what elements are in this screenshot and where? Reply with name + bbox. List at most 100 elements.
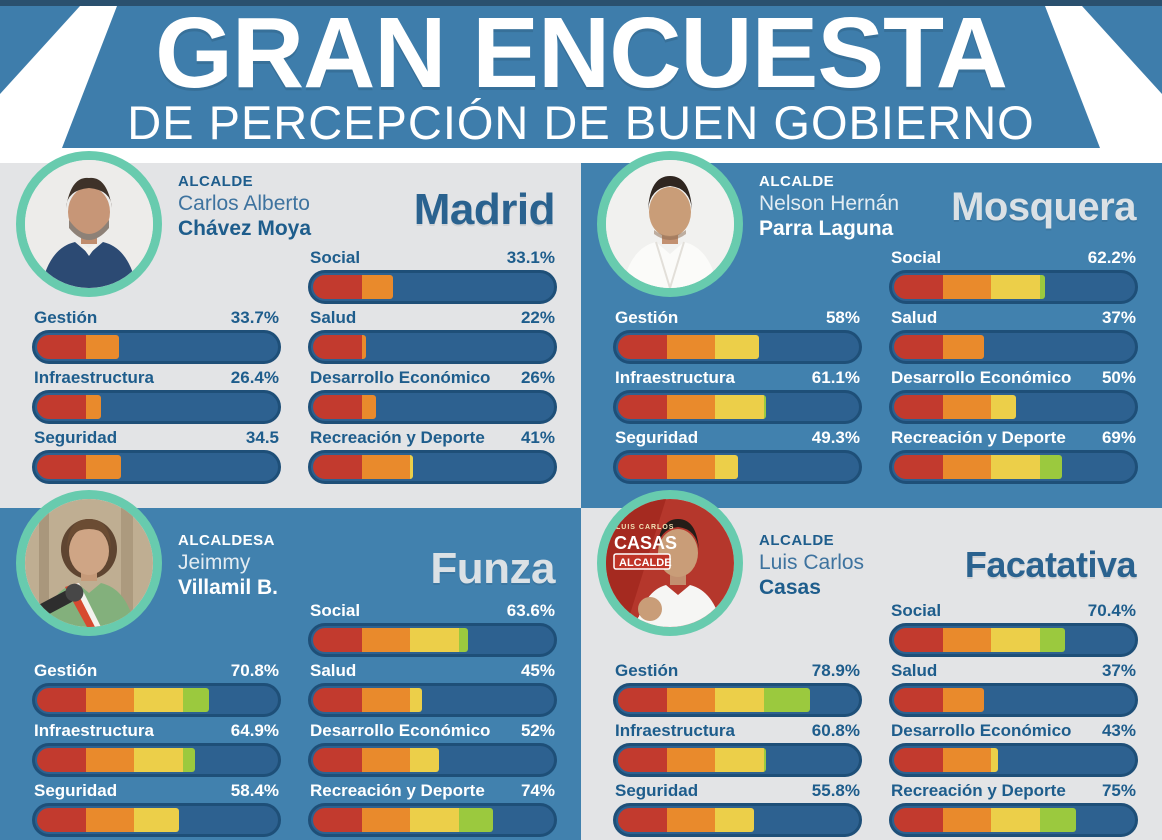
bar-fill-rail (894, 748, 999, 772)
mayor-avatar-mosquera (606, 160, 734, 288)
bar-gestion: Gestión 33.7% (32, 309, 281, 364)
bar-label: Social (310, 601, 361, 620)
quadrant-grid: ALCALDE Carlos Alberto Chávez Moya Madri… (0, 151, 1162, 840)
bar-segment-yellow (715, 455, 738, 479)
bar-label: Salud (310, 661, 357, 680)
bar-segment-red (37, 748, 86, 772)
bar-infraestructura: Infraestructura 64.9% (32, 722, 281, 777)
bar-fill (894, 455, 1062, 479)
bar-label: Salud (310, 308, 357, 327)
bar-segment-orange (361, 395, 377, 419)
bar-salud: Salud 37% (889, 309, 1138, 364)
bar-track (308, 623, 557, 657)
bar-segment-orange (942, 335, 984, 359)
bar-segment-yellow (410, 628, 459, 652)
role-label: ALCALDE (178, 173, 254, 190)
photo-badge-line1: LUIS CARLOS (616, 524, 674, 531)
role-label: ALCALDE (759, 173, 835, 190)
banner-corner-left (0, 6, 80, 94)
bar-fill (618, 808, 754, 832)
bar-seguridad: Seguridad 55.8% (613, 782, 862, 837)
bar-value: 33.7% (230, 308, 279, 327)
bar-segment-red (37, 335, 86, 359)
bar-segment-red (894, 748, 943, 772)
bar-value: 75% (1101, 781, 1136, 800)
mayor-last-name: Casas (759, 576, 821, 600)
bar-segment-orange (942, 808, 992, 832)
bar-label: Gestión (615, 661, 679, 680)
bar-label: Salud (891, 308, 938, 327)
bar-segment-red (37, 688, 86, 712)
bar-segment-green (182, 688, 210, 712)
bar-label: Social (310, 248, 361, 267)
bar-salud: Salud 45% (308, 662, 557, 717)
bar-label: Infraestructura (34, 368, 154, 387)
bar-fill (894, 748, 999, 772)
bar-fill (894, 335, 984, 359)
mayor-idblock: ALCALDE Nelson Hernán Parra Laguna (759, 173, 899, 241)
mayor-avatar-facatativa: LUIS CARLOS CASAS ALCALDE (606, 499, 734, 627)
bar-label: Salud (891, 661, 938, 680)
bar-segment-red (618, 808, 667, 832)
bar-value: 41% (520, 428, 555, 447)
bar-segment-red (37, 455, 86, 479)
bar-fill-rail (37, 335, 119, 359)
mayor-photo (16, 151, 162, 297)
bar-segment-red (313, 808, 362, 832)
bar-track (889, 683, 1138, 717)
bar-track (32, 330, 281, 364)
bar-segment-red (894, 275, 943, 299)
bar-segment-yellow (134, 808, 179, 832)
bar-track (613, 330, 862, 364)
bar-label: Desarrollo Económico (310, 368, 491, 387)
bar-value: 58% (825, 308, 860, 327)
bar-segment-red (37, 808, 86, 832)
quadrant-madrid: ALCALDE Carlos Alberto Chávez Moya Madri… (0, 151, 581, 508)
bar-fill (618, 395, 767, 419)
bar-segment-green (1039, 628, 1066, 652)
bar-recreacion-deporte: Recreación y Deporte 74% (308, 782, 557, 837)
mayor-photo (16, 490, 162, 636)
bar-fill-rail (313, 688, 423, 712)
bar-desarrollo-economico: Desarrollo Económico 52% (308, 722, 557, 777)
bar-segment-yellow (715, 688, 764, 712)
bar-segment-yellow (991, 275, 1040, 299)
bar-label: Seguridad (34, 428, 118, 447)
bar-segment-yellow (410, 808, 459, 832)
bar-value: 58.4% (230, 781, 279, 800)
bar-label: Desarrollo Económico (891, 368, 1072, 387)
mayor-avatar-funza (25, 499, 153, 627)
bar-segment-orange (666, 688, 716, 712)
bar-fill-rail (618, 808, 754, 832)
banner-corner-right (1082, 6, 1162, 94)
bar-track (889, 390, 1138, 424)
bar-fill-rail (37, 455, 121, 479)
mayor-last-name: Parra Laguna (759, 217, 894, 241)
bar-seguridad: Seguridad 34.5 (32, 429, 281, 484)
bar-fill-rail (37, 688, 210, 712)
bar-segment-red (313, 335, 362, 359)
bar-label: Desarrollo Económico (310, 721, 491, 740)
bar-value: 45% (520, 661, 555, 680)
bar-recreacion-deporte: Recreación y Deporte 41% (308, 429, 557, 484)
bar-fill-rail (313, 455, 413, 479)
mayor-avatar-madrid (25, 160, 153, 288)
bar-segment-yellow (991, 395, 1016, 419)
bar-segment-yellow (991, 455, 1040, 479)
bar-track (613, 683, 862, 717)
photo-badge-line3: ALCALDE (619, 557, 672, 569)
bar-social: Social 70.4% (889, 602, 1138, 657)
bar-segment-orange (361, 748, 411, 772)
bar-seguridad: Seguridad 58.4% (32, 782, 281, 837)
bar-segment-green (763, 688, 810, 712)
bar-segment-orange (942, 275, 992, 299)
bar-segment-green (458, 628, 468, 652)
bar-value: 49.3% (811, 428, 860, 447)
bar-label: Seguridad (615, 428, 699, 447)
bar-value: 22% (520, 308, 555, 327)
bar-gestion: Gestión 78.9% (613, 662, 862, 717)
bar-fill-rail (37, 395, 102, 419)
bar-segment-green (1039, 455, 1062, 479)
bar-segment-orange (85, 688, 135, 712)
bar-track (308, 683, 557, 717)
